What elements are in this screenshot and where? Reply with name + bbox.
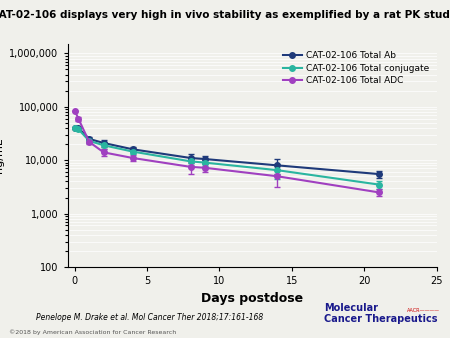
- Text: CAT-02-106 displays very high in vivo stability as exemplified by a rat PK study: CAT-02-106 displays very high in vivo st…: [0, 10, 450, 20]
- Y-axis label: ng/mL: ng/mL: [0, 138, 4, 173]
- X-axis label: Days postdose: Days postdose: [201, 292, 303, 305]
- Text: AACR————: AACR————: [407, 308, 440, 313]
- Text: Penelope M. Drake et al. Mol Cancer Ther 2018;17:161-168: Penelope M. Drake et al. Mol Cancer Ther…: [36, 313, 263, 322]
- Text: ©2018 by American Association for Cancer Research: ©2018 by American Association for Cancer…: [9, 329, 176, 335]
- Text: Molecular
Cancer Therapeutics: Molecular Cancer Therapeutics: [324, 303, 437, 324]
- Legend: CAT-02-106 Total Ab, CAT-02-106 Total conjugate, CAT-02-106 Total ADC: CAT-02-106 Total Ab, CAT-02-106 Total co…: [281, 48, 432, 88]
